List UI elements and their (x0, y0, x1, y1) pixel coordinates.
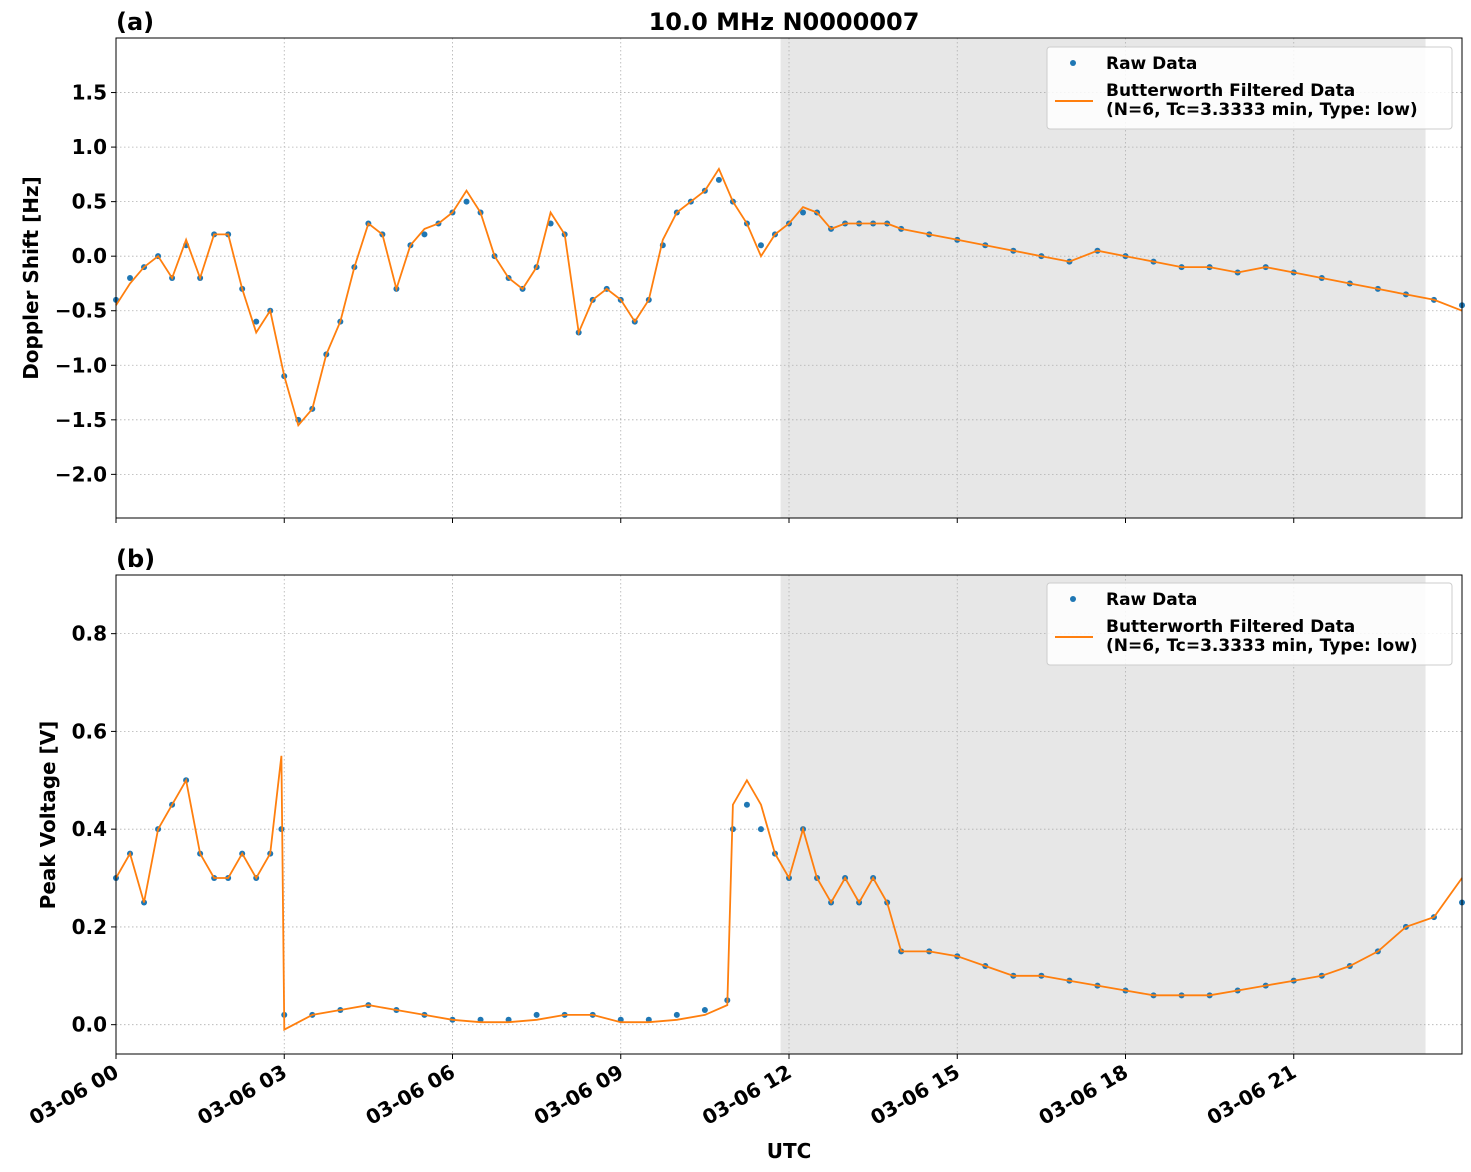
y-tick-label-1: 0.2 (72, 915, 107, 939)
raw-data-point (253, 318, 260, 325)
x-ticks-a (115, 518, 1295, 523)
y-tick-label-3: 0.6 (72, 719, 107, 743)
legend-label-raw-b: Raw Data (1106, 590, 1197, 610)
raw-data-point (421, 231, 428, 238)
legend-label-line-1: (N=6, Tc=3.3333 min, Type: low) (1106, 100, 1418, 120)
legend-box-b (1046, 582, 1453, 666)
x-axis-label: UTC (767, 1139, 812, 1163)
x-tick-label-0: 03-06 00 (25, 1060, 123, 1130)
y-tick-label-4: −0.5 (55, 299, 107, 323)
legend-label-raw-a: Raw Data (1106, 54, 1197, 74)
raw-data-point (800, 209, 807, 216)
y-tick-label-2: 0.5 (72, 190, 107, 214)
panel-label-a: (a) (116, 8, 154, 36)
legend-label-line-0: Butterworth Filtered Data (1106, 81, 1355, 101)
x-tick-label-6: 03-06 18 (1034, 1060, 1132, 1130)
y-ticks-b: 0.0 0.2 0.4 0.6 0.8 (72, 622, 116, 1037)
x-tick-label-3: 03-06 09 (530, 1060, 628, 1130)
legend-label-filtered-b: Butterworth Filtered Data (N=6, Tc=3.3333… (1106, 617, 1418, 656)
raw-data-point (757, 826, 764, 833)
y-axis-label-a: Doppler Shift [Hz] (19, 176, 43, 380)
y-tick-label-3: 0.0 (72, 244, 107, 268)
x-tick-label-2: 03-06 06 (361, 1060, 459, 1130)
y-tick-label-7: −2.0 (55, 462, 107, 486)
y-axis-label-b: Peak Voltage [V] (36, 721, 60, 910)
y-tick-label-2: 0.4 (72, 817, 107, 841)
raw-data-point (463, 198, 470, 205)
grid-b (115, 575, 1462, 1054)
chart-title: 10.0 MHz N0000007 (649, 8, 920, 36)
raw-data-point (757, 242, 764, 249)
x-tick-label-5: 03-06 15 (866, 1060, 964, 1130)
filtered-data-line-a (115, 166, 1463, 428)
legend-marker-raw-b (1070, 596, 1076, 602)
legend-label-filtered-a: Butterworth Filtered Data (N=6, Tc=3.3333… (1106, 81, 1418, 120)
raw-data-point (701, 1007, 708, 1014)
filtered-data-line-b (115, 755, 1463, 1032)
y-ticks-a: 1.5 1.0 0.5 0.0 −0.5 −1.0 −1.5 −2.0 (55, 81, 116, 486)
legend-marker-raw-a (1070, 60, 1076, 66)
legend-a: Raw Data Butterworth Filtered Data (N=6, … (1046, 46, 1453, 130)
x-tick-label-4: 03-06 12 (698, 1060, 796, 1130)
y-tick-label-1: 1.0 (72, 135, 107, 159)
x-tick-label-1: 03-06 03 (193, 1060, 291, 1130)
y-tick-label-5: −1.0 (55, 353, 107, 377)
raw-data-point (127, 275, 134, 281)
panel-label-b: (b) (116, 545, 155, 573)
raw-data-point (715, 176, 722, 183)
raw-data-point (743, 801, 750, 808)
x-tick-label-7: 03-06 21 (1203, 1060, 1301, 1130)
panel-a: 1.5 1.0 0.5 0.0 −0.5 −1.0 −1.5 −2.0 (a) 10.0 MH… (19, 8, 1465, 523)
y-tick-label-4: 0.8 (72, 622, 107, 646)
legend-label-line-0: Butterworth Filtered Data (1106, 617, 1355, 637)
x-ticks-b: 03-06 00 03-06 03 03-06 06 03-06 09 03-06 12… (25, 1054, 1300, 1130)
panel-b: 0.0 0.2 0.4 0.6 0.8 03-06 00 03-06 03 03-06 06… (25, 545, 1465, 1163)
y-tick-label-0: 0.0 (72, 1013, 107, 1037)
y-tick-label-6: −1.5 (55, 408, 107, 432)
legend-label-line-1: (N=6, Tc=3.3333 min, Type: low) (1106, 636, 1418, 656)
raw-data-point (673, 1011, 680, 1018)
legend-box-a (1046, 46, 1453, 130)
raw-data-point (533, 1011, 540, 1018)
legend-b: Raw Data Butterworth Filtered Data (N=6, … (1046, 582, 1453, 666)
y-tick-label-0: 1.5 (72, 81, 107, 105)
raw-data-point (547, 220, 554, 227)
